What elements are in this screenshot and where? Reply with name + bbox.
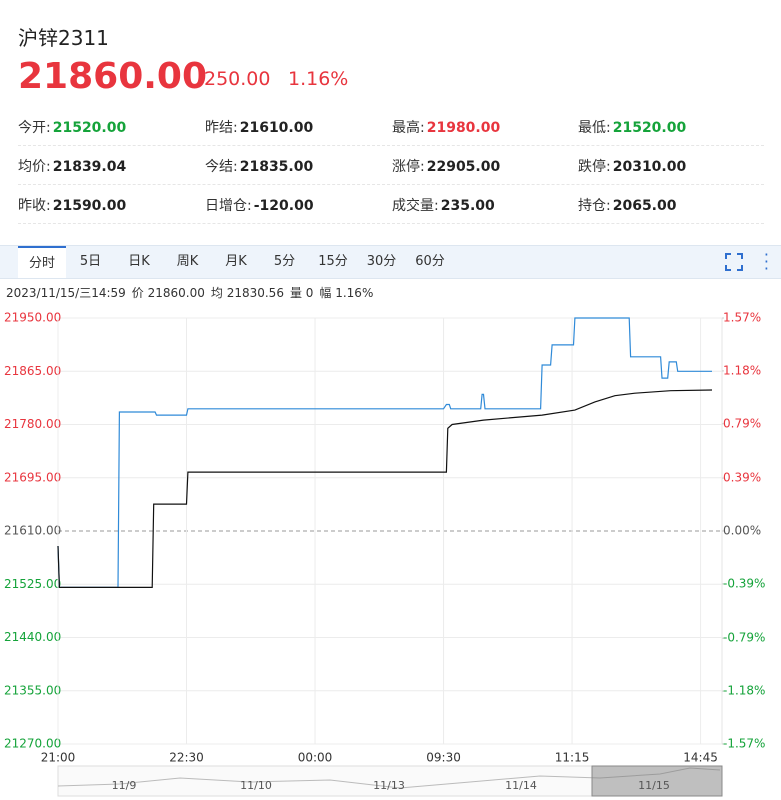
navigator-window — [591, 765, 723, 797]
tab[interactable]: 15分 — [318, 254, 348, 269]
stat-label: 今结: — [205, 159, 238, 175]
y2-tick-label: -1.57% — [723, 737, 765, 751]
tab[interactable]: 月K — [225, 254, 247, 269]
info-item: 均 21830.56 — [210, 286, 284, 300]
navigator-label: 11/10 — [240, 779, 272, 792]
tab[interactable]: 30分 — [366, 254, 397, 269]
stat-value: 20310.00 — [612, 159, 687, 175]
stat: 今开: 21520.00 — [18, 117, 126, 137]
stat: 最低: 21520.00 — [578, 117, 686, 137]
stat-label: 均价: — [18, 159, 51, 175]
y2-tick-label: -1.18% — [723, 684, 765, 698]
tab[interactable]: 分时 — [18, 246, 66, 278]
price-line — [57, 389, 713, 588]
price-line — [57, 317, 712, 588]
stat-label: 今开: — [18, 120, 51, 136]
info-item: 2023/11/15/三14:59 — [6, 286, 126, 300]
stat-label: 昨结: — [205, 120, 238, 136]
navigator — [57, 765, 723, 797]
price: 21860.00 — [18, 56, 208, 97]
stat-value: 21610.00 — [239, 120, 314, 136]
stat-label: 跌停: — [578, 159, 611, 175]
y-tick-label: 21525.00 — [4, 577, 61, 591]
stat-value: 21520.00 — [52, 120, 127, 136]
x-tick-label: 22:30 — [169, 751, 204, 765]
x-tick-label: 09:30 — [426, 751, 461, 765]
y2-tick-label: -0.79% — [723, 631, 765, 645]
info-item: 量 0 — [289, 286, 314, 300]
stat: 昨收: 21590.00 — [18, 195, 126, 215]
stat-value: 21590.00 — [52, 198, 127, 214]
y2-tick-label: 0.79% — [723, 416, 761, 430]
stat-value: 235.00 — [440, 198, 495, 214]
stat: 跌停: 20310.00 — [578, 156, 686, 176]
y-tick-label: 21355.00 — [4, 683, 61, 697]
info-item: 幅 1.16% — [319, 286, 374, 300]
y2-tick-label: 0.39% — [723, 471, 761, 485]
navigator-line — [57, 767, 721, 789]
navigator-label: 11/14 — [505, 779, 537, 792]
stat-label: 昨收: — [18, 198, 51, 214]
y2-tick-label: 1.18% — [723, 363, 761, 377]
tab[interactable]: 日K — [128, 254, 150, 269]
stat-label: 日增仓: — [205, 198, 252, 214]
stat-value: 21839.04 — [52, 159, 127, 175]
y2-tick-label: 1.57% — [723, 311, 761, 325]
y-tick-label: 21270.00 — [4, 737, 61, 751]
change-pct: 1.16% — [288, 68, 349, 90]
y-tick-label: 21865.00 — [4, 364, 61, 378]
more-icon[interactable]: · · · — [763, 245, 769, 278]
chart: 21270.00 21355.00 21440.00 21525.00 21610.00… — [4, 311, 765, 797]
y-tick-label: 21695.00 — [4, 470, 61, 484]
stat-label: 最高: — [392, 120, 425, 136]
stat-value: -120.00 — [253, 198, 314, 214]
tab[interactable]: 60分 — [415, 254, 445, 269]
stat: 涨停: 22905.00 — [392, 156, 500, 176]
tab-bar: · · · 分时 5日 日K 周K 月K 5分 15分 30分 60分 — [0, 245, 781, 279]
stat-row: 均价: 21839.04 今结: 21835.00 涨停: 22905.00 跌停: 2031… — [18, 146, 764, 185]
tab[interactable]: 周K — [176, 254, 199, 269]
info-item: 价 21860.00 — [131, 286, 205, 300]
stat: 最高: 21980.00 — [392, 117, 500, 137]
y2-tick-label: -0.39% — [723, 576, 765, 590]
y-tick-label: 21950.00 — [4, 311, 61, 325]
stat: 今结: 21835.00 — [205, 156, 313, 176]
stat-row: 昨收: 21590.00 日增仓: -120.00 成交量: 235.00 持仓: 2065.… — [18, 185, 764, 224]
y2-tick-label: 0.00% — [723, 524, 761, 538]
y-tick-label: 21440.00 — [4, 630, 61, 644]
navigator-label: 11/13 — [373, 779, 405, 792]
stat-value: 21835.00 — [239, 159, 314, 175]
stat: 日增仓: -120.00 — [205, 195, 314, 215]
stat-value: 21980.00 — [426, 120, 501, 136]
x-tick-label: 14:45 — [683, 751, 718, 765]
stat-row: 今开: 21520.00 昨结: 21610.00 最高: 21980.00 最低: 2152… — [18, 107, 764, 146]
y-tick-label: 21610.00 — [4, 524, 61, 538]
y-tick-label: 21780.00 — [4, 417, 61, 431]
x-tick-label: 00:00 — [298, 751, 333, 765]
navigator-label: 11/9 — [112, 779, 137, 792]
stat-value: 22905.00 — [426, 159, 501, 175]
stat-label: 涨停: — [392, 159, 425, 175]
stat-label: 成交量: — [392, 198, 439, 214]
tab[interactable]: 5日 — [79, 254, 102, 269]
stat: 持仓: 2065.00 — [578, 195, 676, 215]
fullscreen-icon[interactable] — [725, 253, 743, 271]
stat-label: 最低: — [578, 120, 611, 136]
stat-label: 持仓: — [578, 198, 611, 214]
title: 沪锌2311 — [18, 26, 109, 50]
stat-value: 21520.00 — [612, 120, 687, 136]
stat: 成交量: 235.00 — [392, 195, 495, 215]
change: 250.00 — [204, 68, 271, 90]
stat: 昨结: 21610.00 — [205, 117, 313, 137]
x-tick-label: 11:15 — [555, 751, 590, 765]
info-bar: 2023/11/15/三14:59 价 21860.00 均 21830.56 量 0… — [6, 284, 379, 301]
tab[interactable]: 5分 — [273, 254, 296, 269]
navigator-label: 11/15 — [638, 779, 670, 792]
x-tick-label: 21:00 — [41, 751, 76, 765]
stat: 均价: 21839.04 — [18, 156, 126, 176]
stat-value: 2065.00 — [612, 198, 677, 214]
